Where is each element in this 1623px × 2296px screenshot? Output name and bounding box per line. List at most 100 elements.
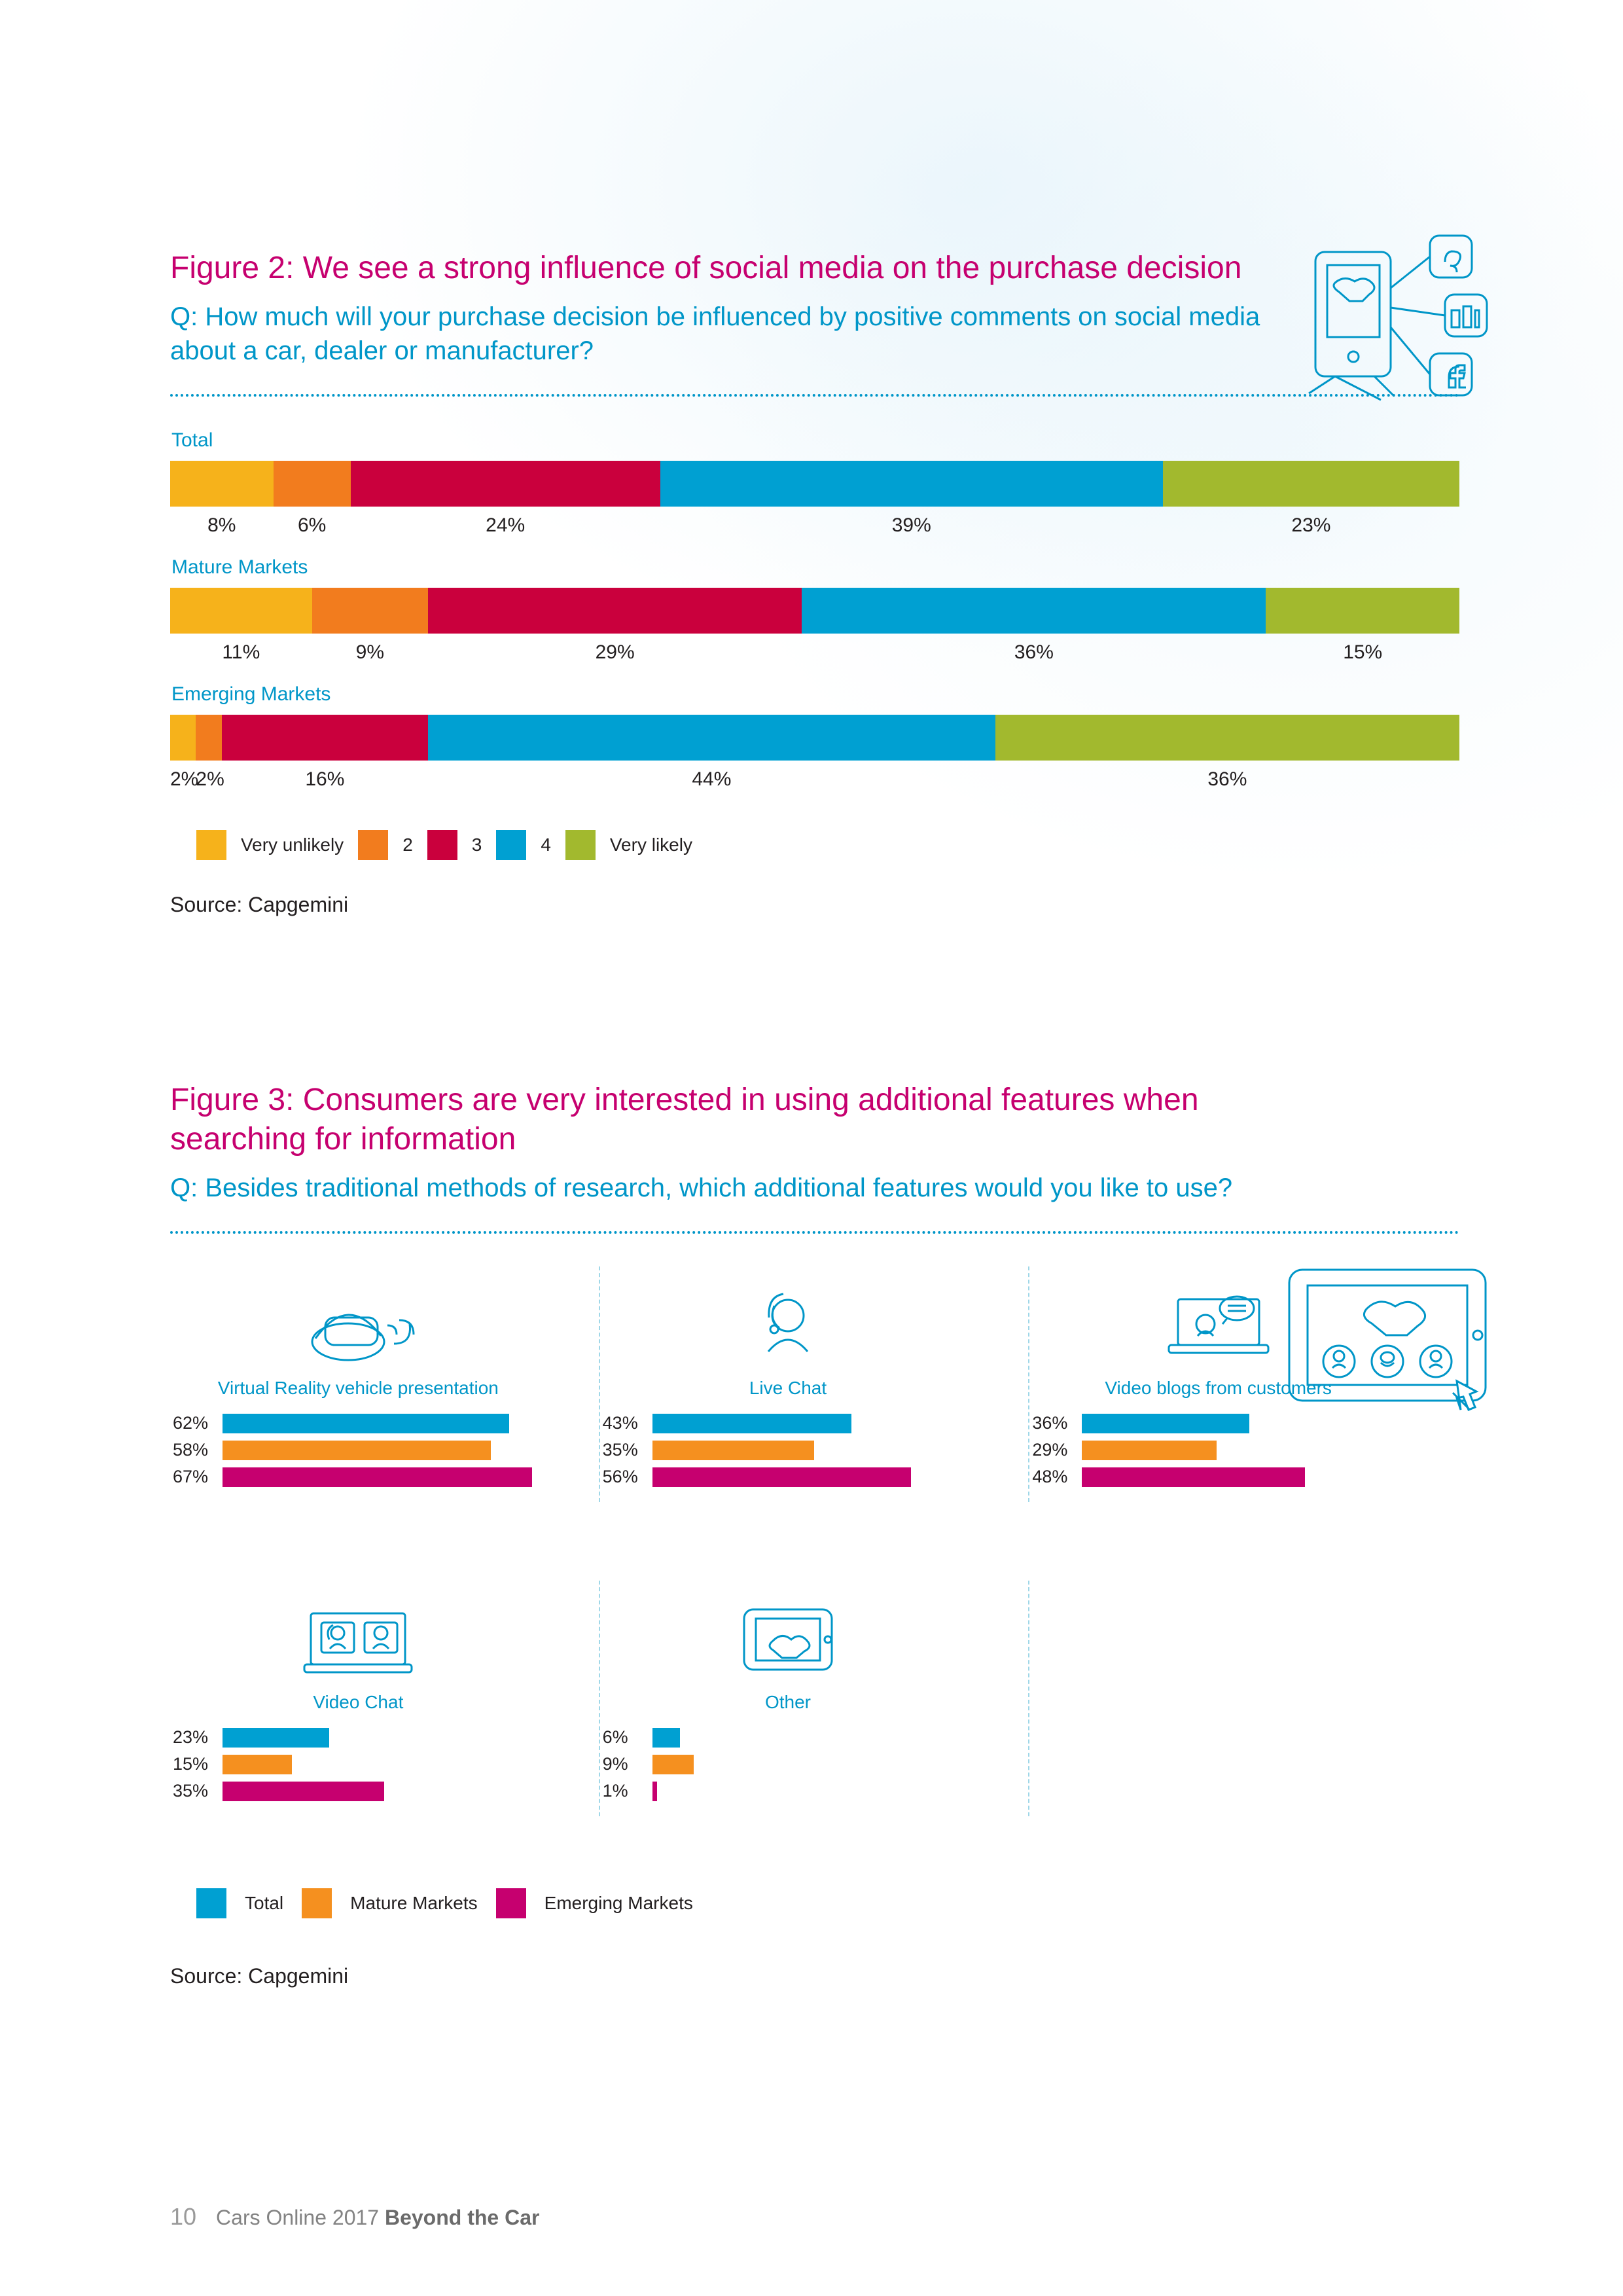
feature-bar-value: 1% bbox=[600, 1781, 652, 1801]
feature-bar-track bbox=[1082, 1414, 1407, 1433]
feature-bar-value: 56% bbox=[600, 1467, 652, 1487]
legend-label: Very likely bbox=[610, 834, 692, 855]
feature-icon bbox=[1029, 1266, 1407, 1365]
feature-bar-value: 35% bbox=[170, 1781, 223, 1801]
feature-bar bbox=[1082, 1467, 1305, 1487]
feature-bar-track bbox=[223, 1728, 546, 1748]
feature-icon bbox=[170, 1581, 546, 1679]
segment-value: 16% bbox=[222, 768, 428, 791]
figure-3-title: Figure 3: Consumers are very interested … bbox=[170, 1081, 1283, 1159]
bar-segment bbox=[428, 715, 995, 761]
feature-bar-track bbox=[1082, 1441, 1407, 1460]
stacked-bar-label: Mature Markets bbox=[171, 556, 1459, 579]
bar-segment bbox=[351, 461, 660, 507]
swatch-emerging bbox=[496, 1888, 526, 1918]
feature-bar-row: 36% bbox=[1029, 1413, 1407, 1433]
feature-bar-row: 43% bbox=[600, 1413, 976, 1433]
bar-segment bbox=[802, 588, 1266, 634]
feature-bar-track bbox=[223, 1414, 546, 1433]
segment-value: 2% bbox=[196, 768, 221, 791]
segment-value: 23% bbox=[1163, 514, 1459, 537]
segment-value: 8% bbox=[170, 514, 274, 537]
legend-label: 4 bbox=[541, 834, 551, 855]
feature-bar bbox=[223, 1467, 532, 1487]
segment-value: 2% bbox=[170, 768, 196, 791]
legend-label: 2 bbox=[402, 834, 413, 855]
figure-2-bars: Total8%6%24%39%23% Mature Markets 11%9%29%… bbox=[170, 429, 1459, 791]
feature-bar-value: 6% bbox=[600, 1727, 652, 1748]
feature-bar-track bbox=[223, 1755, 546, 1774]
bar-segment bbox=[1266, 588, 1459, 634]
feature-icon bbox=[600, 1266, 976, 1365]
page-footer: 10 Cars Online 2017 Beyond the Car bbox=[170, 2203, 539, 2231]
figure-2-source: Source: Capgemini bbox=[170, 893, 1459, 917]
legend-label: 3 bbox=[472, 834, 482, 855]
feature-title: Video Chat bbox=[170, 1692, 546, 1713]
segment-value: 29% bbox=[428, 641, 802, 664]
feature-bar bbox=[223, 1441, 491, 1460]
figure-2: Figure 2: We see a strong influence of s… bbox=[170, 249, 1459, 917]
segment-value: 9% bbox=[312, 641, 428, 664]
swatch-2 bbox=[358, 830, 388, 860]
feature-icon bbox=[600, 1581, 976, 1679]
feature-bar-row: 23% bbox=[170, 1727, 546, 1748]
footer-pub: Cars Online 2017 bbox=[216, 2206, 379, 2229]
figure-3-grid: Virtual Reality vehicle presentation62%5… bbox=[170, 1266, 1459, 1816]
feature-cell: Other6%9%1% bbox=[600, 1581, 1030, 1816]
feature-title: Live Chat bbox=[600, 1378, 976, 1399]
figure-3-legend: Total Mature Markets Emerging Markets bbox=[196, 1888, 1459, 1918]
segment-value: 6% bbox=[274, 514, 351, 537]
feature-bar-value: 48% bbox=[1029, 1467, 1082, 1487]
swatch-very-unlikely bbox=[196, 830, 226, 860]
feature-bar-track bbox=[652, 1755, 976, 1774]
feature-bar-row: 58% bbox=[170, 1440, 546, 1460]
feature-bar-row: 9% bbox=[600, 1754, 976, 1774]
feature-bar bbox=[1082, 1441, 1217, 1460]
legend-label: Mature Markets bbox=[350, 1893, 478, 1914]
value-row: 8%6%24%39%23% bbox=[170, 514, 1459, 537]
feature-bar-track bbox=[223, 1467, 546, 1487]
feature-bar-row: 15% bbox=[170, 1754, 546, 1774]
segment-value: 24% bbox=[351, 514, 660, 537]
feature-bar-track bbox=[223, 1441, 546, 1460]
bar-segment bbox=[222, 715, 428, 761]
feature-cell: Video Chat 23% 15% 35% bbox=[170, 1581, 600, 1816]
value-row: 2%2%16%44%36% bbox=[170, 768, 1459, 791]
feature-bar bbox=[223, 1728, 329, 1748]
swatch-3 bbox=[427, 830, 457, 860]
figure-2-title: Figure 2: We see a strong influence of s… bbox=[170, 249, 1283, 288]
value-row: 11%9%29%36%15% bbox=[170, 641, 1459, 664]
segment-value: 39% bbox=[660, 514, 1163, 537]
stacked-bar bbox=[170, 715, 1459, 761]
bar-segment bbox=[312, 588, 428, 634]
feature-bar-value: 9% bbox=[600, 1754, 652, 1774]
feature-bar-row: 29% bbox=[1029, 1440, 1407, 1460]
feature-bar bbox=[652, 1755, 694, 1774]
figure-3-source: Source: Capgemini bbox=[170, 1964, 1459, 1988]
figure-3: Figure 3: Consumers are very interested … bbox=[170, 1081, 1459, 1988]
swatch-4 bbox=[496, 830, 526, 860]
swatch-mature bbox=[302, 1888, 332, 1918]
feature-bar-value: 36% bbox=[1029, 1413, 1082, 1433]
figure-2-question: Q: How much will your purchase decision … bbox=[170, 300, 1315, 368]
stacked-bar-group: Emerging Markets 2%2%16%44%36% bbox=[170, 683, 1459, 791]
page-number: 10 bbox=[170, 2203, 196, 2231]
feature-bar-row: 6% bbox=[600, 1727, 976, 1748]
feature-bar bbox=[652, 1728, 680, 1748]
stacked-bar bbox=[170, 588, 1459, 634]
feature-bar-track bbox=[1082, 1467, 1407, 1487]
feature-bar-row: 48% bbox=[1029, 1467, 1407, 1487]
bar-segment bbox=[196, 715, 221, 761]
stacked-bar-group: Total8%6%24%39%23% bbox=[170, 429, 1459, 537]
feature-bar-track bbox=[223, 1782, 546, 1801]
divider-dots bbox=[170, 1231, 1459, 1234]
feature-bar bbox=[652, 1782, 657, 1801]
legend-label: Total bbox=[245, 1893, 283, 1914]
feature-bar-track bbox=[652, 1441, 976, 1460]
segment-value: 11% bbox=[170, 641, 312, 664]
feature-bar-row: 67% bbox=[170, 1467, 546, 1487]
feature-cell-empty bbox=[1028, 1581, 1459, 1816]
feature-bar-value: 62% bbox=[170, 1413, 223, 1433]
stacked-bar-label: Emerging Markets bbox=[171, 683, 1459, 706]
feature-bar bbox=[223, 1755, 292, 1774]
